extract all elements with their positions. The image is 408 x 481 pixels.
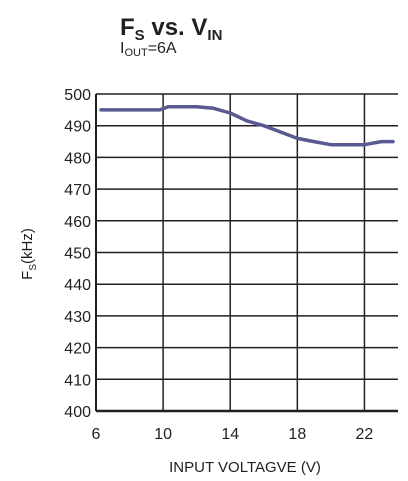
- y-tick-label: 480: [64, 150, 91, 167]
- grid: [95, 93, 398, 412]
- series-line: [99, 104, 395, 147]
- x-axis-label: INPUT VOLTAGVE (V): [169, 459, 321, 476]
- y-tick-label: 430: [64, 309, 91, 326]
- x-tick-label: 10: [154, 426, 172, 443]
- series-group: [99, 104, 395, 147]
- plot-frame: [95, 94, 398, 413]
- chart-title: FS vs. VIN: [120, 14, 222, 44]
- chart-subtitle: IOUT=6A: [120, 40, 177, 59]
- y-tick-label: 470: [64, 182, 91, 199]
- y-tick-label: 400: [64, 404, 91, 421]
- y-tick-label: 460: [64, 214, 91, 231]
- y-tick-label: 490: [64, 119, 91, 136]
- y-tick-label: 450: [64, 246, 91, 263]
- y-axis-label: FS(kHz): [19, 228, 39, 280]
- y-tick-label: 440: [64, 277, 91, 294]
- y-tick-label: 500: [64, 87, 91, 104]
- x-tick-label: 18: [288, 426, 306, 443]
- y-tick-labels: 400 410 420 430 440 450 460 470 480 490 500: [64, 87, 91, 421]
- x-tick-label: 14: [221, 426, 239, 443]
- x-tick-label: 6: [92, 426, 101, 443]
- y-tick-label: 420: [64, 341, 91, 358]
- x-tick-labels: 6 10 14 18 22: [92, 426, 374, 443]
- x-tick-label: 22: [356, 426, 374, 443]
- y-tick-label: 410: [64, 372, 91, 389]
